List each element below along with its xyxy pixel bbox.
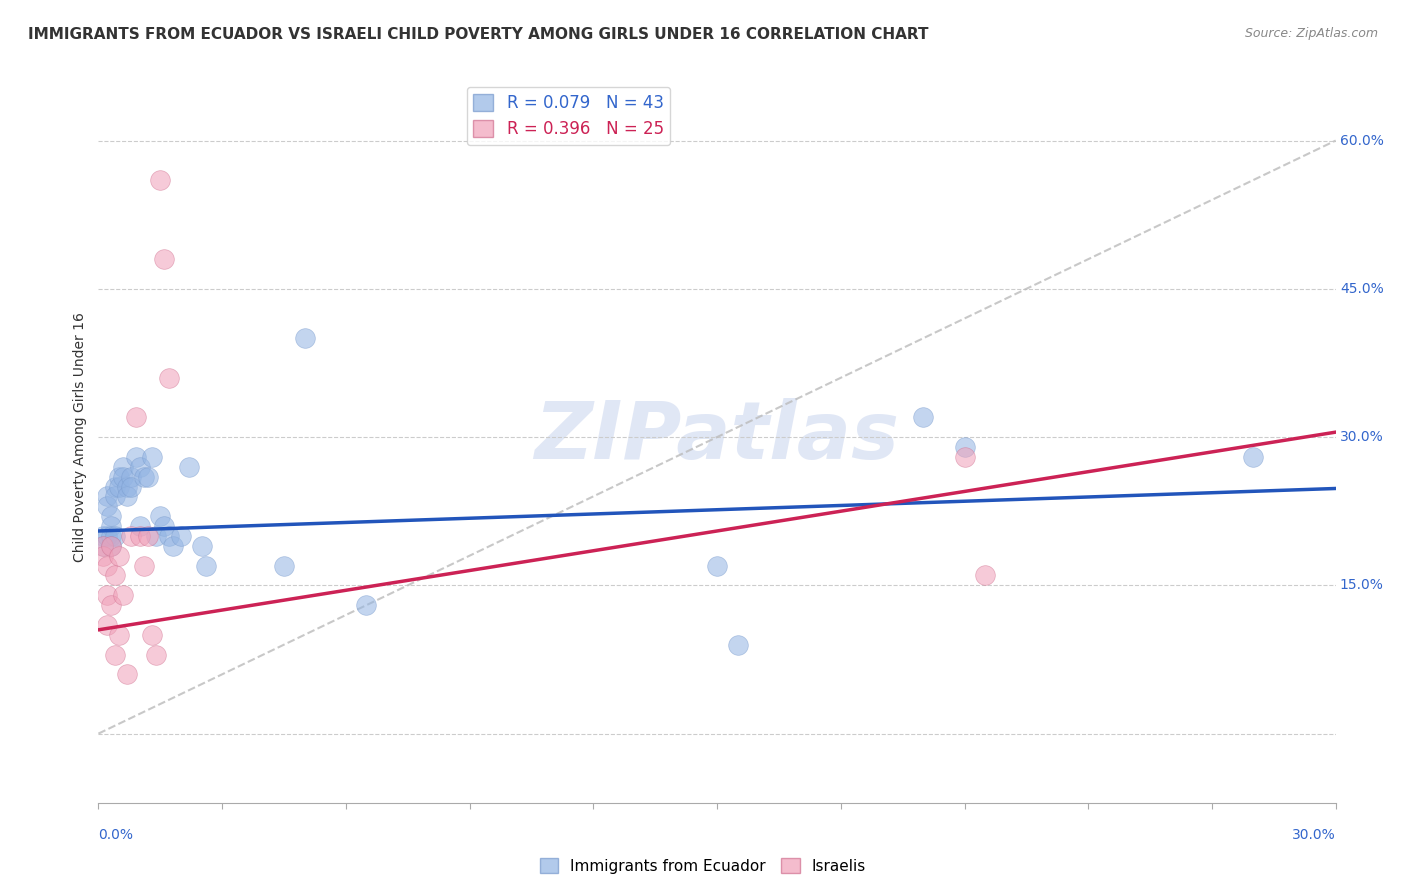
Point [108, 549, 131, 563]
Point [100, 529, 122, 543]
Point [96, 588, 118, 602]
Point [96, 529, 118, 543]
Point [153, 519, 176, 533]
Point [91, 549, 114, 563]
Point [124, 410, 146, 425]
Text: 45.0%: 45.0% [1340, 282, 1384, 296]
Point [149, 509, 172, 524]
Text: ZIPatlas: ZIPatlas [534, 398, 900, 476]
Text: 30.0%: 30.0% [1340, 430, 1384, 444]
Point [91, 529, 114, 543]
Point [132, 469, 155, 483]
Point [112, 588, 135, 602]
Point [157, 371, 180, 385]
Point [104, 479, 127, 493]
Point [136, 469, 159, 483]
Point [108, 479, 131, 493]
Point [170, 529, 193, 543]
Point [157, 529, 180, 543]
Point [356, 598, 378, 612]
Point [273, 558, 295, 573]
Point [179, 459, 201, 474]
Text: 60.0%: 60.0% [1340, 134, 1384, 147]
Point [104, 568, 127, 582]
Point [104, 529, 127, 543]
Point [108, 469, 131, 483]
Point [953, 440, 976, 454]
Point [104, 489, 127, 503]
Point [141, 450, 163, 464]
Point [117, 667, 139, 681]
Y-axis label: Child Poverty Among Girls Under 16: Child Poverty Among Girls Under 16 [73, 312, 87, 562]
Point [96, 618, 118, 632]
Text: 30.0%: 30.0% [1292, 828, 1336, 841]
Text: 0.0%: 0.0% [98, 828, 134, 841]
Point [136, 529, 159, 543]
Point [145, 648, 167, 662]
Point [912, 410, 935, 425]
Point [100, 509, 122, 524]
Point [120, 479, 142, 493]
Point [153, 252, 176, 267]
Point [108, 628, 131, 642]
Point [117, 479, 139, 493]
Point [162, 539, 184, 553]
Point [132, 558, 155, 573]
Point [117, 489, 139, 503]
Point [91, 539, 114, 553]
Point [149, 173, 172, 187]
Point [96, 489, 118, 503]
Point [727, 638, 749, 652]
Point [100, 539, 122, 553]
Point [100, 539, 122, 553]
Point [128, 519, 150, 533]
Point [194, 558, 217, 573]
Point [974, 568, 997, 582]
Point [294, 331, 316, 345]
Text: Source: ZipAtlas.com: Source: ZipAtlas.com [1244, 27, 1378, 40]
Point [96, 558, 118, 573]
Point [190, 539, 212, 553]
Point [706, 558, 728, 573]
Point [100, 598, 122, 612]
Text: 15.0%: 15.0% [1340, 578, 1384, 592]
Point [104, 648, 127, 662]
Point [120, 469, 142, 483]
Point [128, 459, 150, 474]
Text: IMMIGRANTS FROM ECUADOR VS ISRAELI CHILD POVERTY AMONG GIRLS UNDER 16 CORRELATIO: IMMIGRANTS FROM ECUADOR VS ISRAELI CHILD… [28, 27, 928, 42]
Point [120, 529, 142, 543]
Point [96, 500, 118, 514]
Point [112, 469, 135, 483]
Point [100, 519, 122, 533]
Point [112, 459, 135, 474]
Point [124, 450, 146, 464]
Point [141, 628, 163, 642]
Point [91, 539, 114, 553]
Legend: R = 0.079   N = 43, R = 0.396   N = 25: R = 0.079 N = 43, R = 0.396 N = 25 [467, 87, 671, 145]
Point [145, 529, 167, 543]
Point [128, 529, 150, 543]
Point [1241, 450, 1264, 464]
Legend: Immigrants from Ecuador, Israelis: Immigrants from Ecuador, Israelis [534, 852, 872, 880]
Point [953, 450, 976, 464]
